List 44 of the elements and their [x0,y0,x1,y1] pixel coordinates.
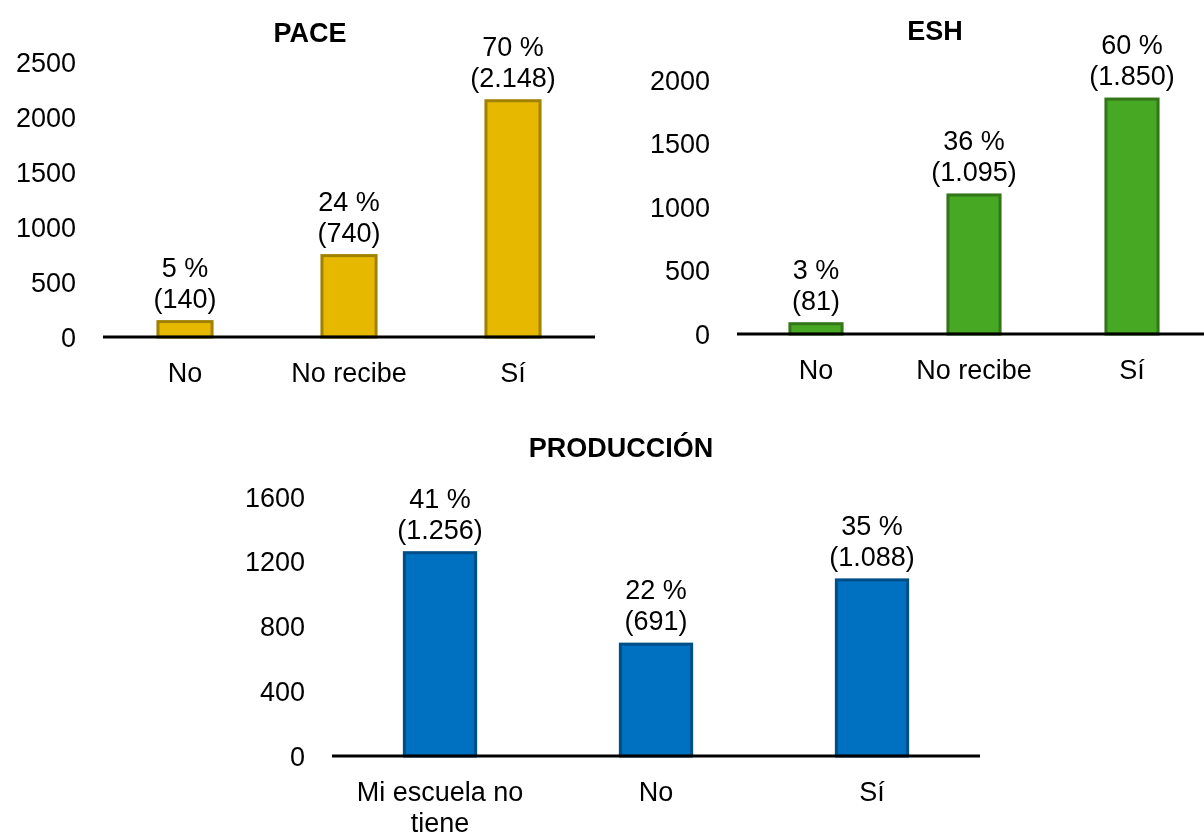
bar [1104,97,1160,336]
bar [484,99,542,339]
y-tick-label: 1500 [15,157,76,188]
y-tick-label: 1500 [649,129,710,160]
x-tick-label: No recibe [291,358,407,388]
y-tick-label: 1000 [649,192,710,223]
x-tick-label: Sí [1119,355,1146,385]
data-label: 5 % (140) [153,252,217,314]
data-label: 22 % (691) [624,575,688,637]
x-tick-label: Sí [500,358,527,388]
data-label: 41 % (1.256) [397,483,483,545]
bar [834,578,910,758]
x-tick-label: No recibe [916,355,1032,385]
y-tick-label: 400 [259,676,305,707]
x-tick-label: Sí [859,777,886,807]
y-tick-label: 800 [259,612,305,643]
y-tick-label: 0 [60,322,76,353]
chart-title: PRODUCCIÓN [528,432,714,463]
bar [618,642,694,758]
data-label: 60 % (1.850) [1089,30,1175,92]
bar [946,193,1002,336]
y-tick-label: 2500 [15,47,76,78]
bar [320,254,378,339]
y-tick-label: 500 [30,267,76,298]
bar [402,551,478,758]
y-tick-label: 500 [664,256,710,287]
data-label: 36 % (1.095) [931,125,1017,187]
chart-title: PACE [273,18,347,48]
y-tick-label: 2000 [649,65,710,96]
y-tick-label: 0 [289,741,305,772]
y-tick-label: 1600 [244,482,305,513]
x-tick-label: Mi escuela no tiene [356,777,524,836]
y-tick-label: 1000 [15,212,76,243]
y-tick-label: 0 [694,319,710,350]
data-label: 3 % (81) [791,254,841,316]
x-tick-label: No [167,358,203,388]
chart-title: ESH [907,16,963,46]
data-label: 35 % (1.088) [829,510,915,572]
y-tick-label: 1200 [244,547,305,578]
y-tick-label: 2000 [15,102,76,133]
data-label: 70 % (2.148) [470,31,556,93]
x-tick-label: No [638,777,674,807]
x-tick-label: No [798,355,834,385]
data-label: 24 % (740) [317,186,381,248]
